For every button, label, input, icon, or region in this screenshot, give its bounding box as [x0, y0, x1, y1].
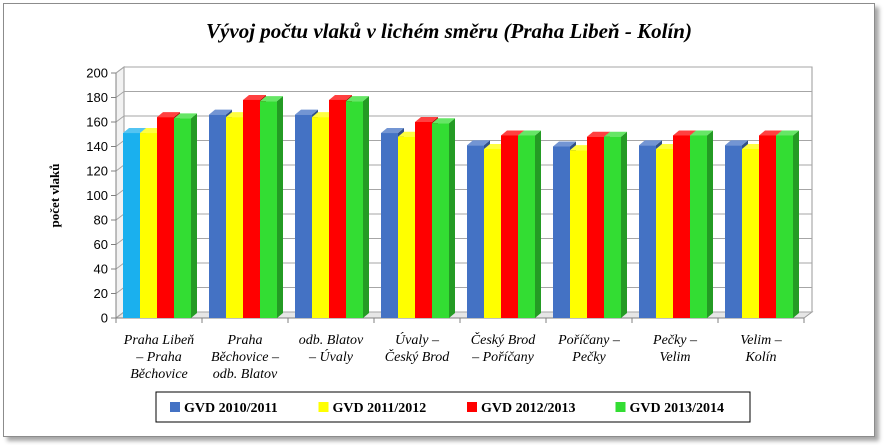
bar--2013-2014-cat-3: [432, 118, 455, 318]
legend-label: GVD 2011/2012: [333, 401, 427, 416]
x-tick-label: – Poříčany: [471, 350, 535, 365]
bar--2013-2014-cat-1: [260, 96, 283, 318]
gridline: [115, 91, 812, 98]
bar--2013-2014-cat-2: [346, 96, 369, 318]
x-tick-label: – Úvaly: [308, 348, 354, 365]
bar--2013-2014-cat-0: [174, 113, 197, 318]
y-tick-label: 160: [86, 115, 108, 130]
gridline: [115, 115, 812, 123]
x-tick-label: Běchovice –: [211, 350, 280, 365]
bar--2013-2014-cat-6: [690, 130, 713, 318]
x-tick-label: – Praha: [135, 350, 182, 365]
chart-frame: Vývoj počtu vlaků v lichém směru (Praha …: [3, 3, 875, 437]
x-tick-label: Praha Libeň: [123, 333, 194, 348]
y-tick-label: 140: [86, 139, 108, 154]
y-tick-label: 200: [86, 66, 108, 81]
x-tick-label: Poříčany –: [557, 333, 621, 348]
y-axis-label: počet vlaků: [47, 164, 62, 228]
y-tick-label: 120: [86, 164, 108, 179]
legend-swatch: [615, 402, 626, 412]
y-tick-label: 180: [86, 90, 108, 105]
bar--2013-2014-cat-4: [518, 130, 541, 318]
legend-label: GVD 2010/2011: [184, 401, 278, 416]
legend-swatch: [318, 402, 329, 412]
x-tick-label: Velim: [659, 350, 690, 365]
x-tick-label: odb. Blatov: [299, 333, 364, 348]
legend-label: GVD 2012/2013: [481, 401, 576, 416]
gridline: [115, 66, 812, 74]
x-tick-label: Běchovice: [130, 367, 188, 382]
bar--2013-2014-cat-5: [604, 131, 627, 318]
x-tick-label: Praha: [227, 333, 263, 348]
x-tick-label: Pečky –: [652, 333, 698, 348]
x-tick-label: odb. Blatov: [213, 367, 278, 382]
y-tick-label: 0: [101, 311, 108, 326]
x-tick-label: Úvaly –: [395, 331, 440, 348]
y-tick-label: 60: [94, 237, 108, 252]
chart-title: Vývoj počtu vlaků v lichém směru (Praha …: [206, 19, 692, 43]
x-tick-label: Kolín: [744, 350, 776, 365]
legend-swatch: [170, 402, 180, 412]
y-tick-label: 100: [86, 188, 108, 203]
chart: Vývoj počtu vlaků v lichém směru (Praha …: [47, 19, 814, 423]
x-tick-label: Velim –: [740, 333, 783, 348]
y-tick-label: 40: [94, 262, 108, 277]
y-tick-label: 20: [94, 286, 108, 301]
bar--2013-2014-cat-7: [776, 130, 799, 318]
legend: [155, 391, 751, 423]
x-tick-label: Pečky: [571, 350, 606, 365]
x-tick-label: Český Brod: [471, 331, 536, 348]
legend-swatch: [467, 402, 477, 412]
x-tick-label: Český Brod: [385, 348, 450, 365]
legend-label: GVD 2013/2014: [630, 401, 725, 416]
y-tick-label: 80: [94, 213, 108, 228]
